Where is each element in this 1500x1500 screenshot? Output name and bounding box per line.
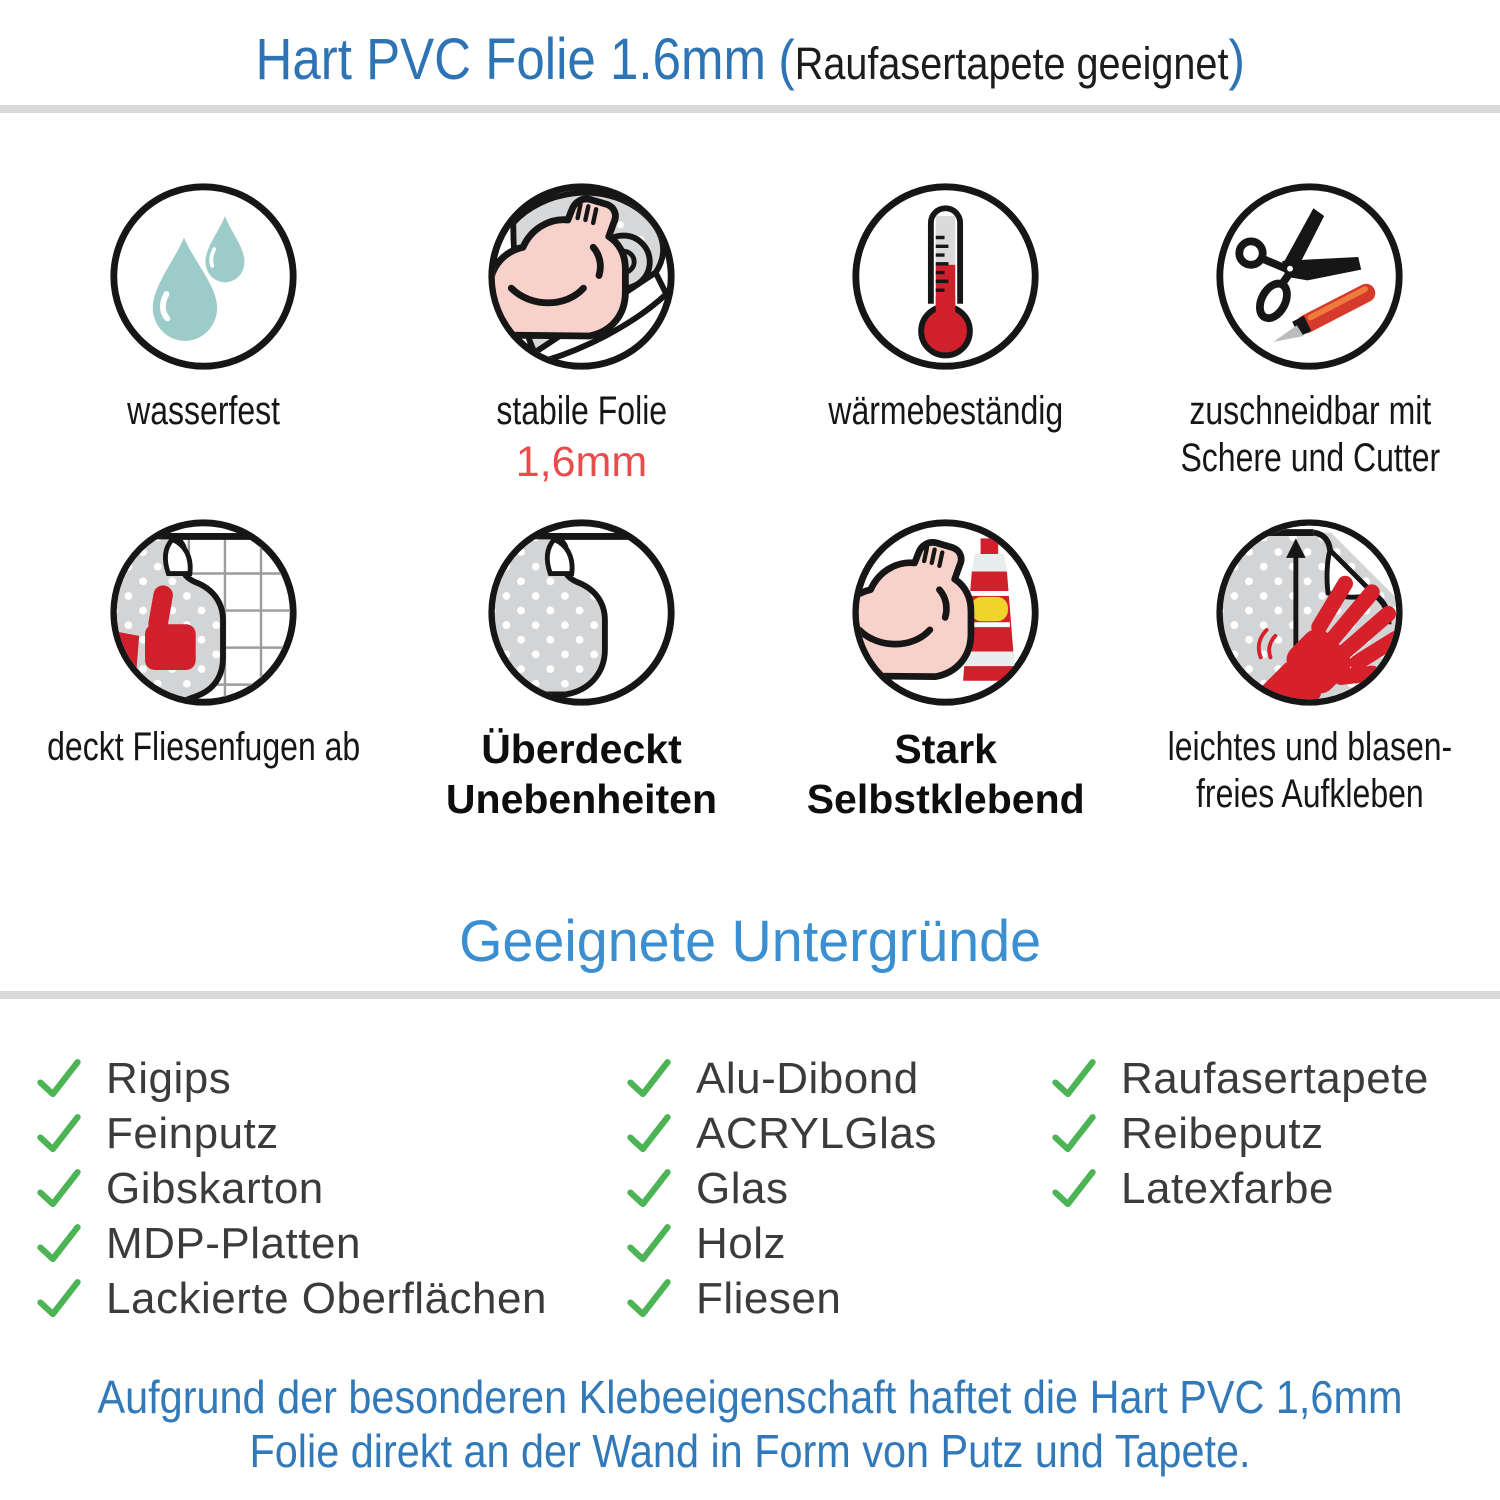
title-note: Raufasertapete geeignet xyxy=(794,38,1229,89)
check-icon xyxy=(37,1278,81,1317)
muscle-foil-icon xyxy=(488,183,675,370)
list-item: Gibskarton xyxy=(36,1161,626,1216)
header: Hart PVC Folie 1.6mm (Raufasertapete geei… xyxy=(0,0,1500,105)
list-item: Latexfarbe xyxy=(1051,1161,1500,1216)
divider-top xyxy=(0,105,1500,113)
feature-label: zuschneidbar mit xyxy=(1188,389,1431,433)
water-drops-icon xyxy=(110,183,297,370)
footer-line-1: Aufgrund der besonderen Klebeeigenschaft… xyxy=(97,1371,1403,1423)
list-item: Glas xyxy=(626,1161,1051,1216)
list-item: Holz xyxy=(626,1216,1051,1271)
feature-label: wasserfest xyxy=(127,389,281,433)
hand-smoothing-icon xyxy=(1216,519,1404,706)
list-item: Reibeputz xyxy=(1051,1106,1500,1161)
check-icon xyxy=(627,1113,671,1152)
check-icon xyxy=(37,1223,81,1262)
feature-heat-resistant: wärmebeständig xyxy=(764,179,1128,515)
check-icon xyxy=(1052,1058,1096,1097)
title-main: Hart PVC Folie 1.6mm xyxy=(255,27,766,92)
footer-note: Aufgrund der besonderen Klebeeigenschaft… xyxy=(0,1370,1500,1478)
surfaces-column-2: Alu-Dibond ACRYLGlas Glas Holz Fliesen xyxy=(626,1051,1051,1326)
check-icon xyxy=(1052,1113,1096,1152)
surfaces-heading: Geeignete Untergründe xyxy=(459,909,1041,974)
page-title: Hart PVC Folie 1.6mm (Raufasertapete geei… xyxy=(255,26,1244,93)
feature-label: Stark xyxy=(894,726,997,772)
list-item: Raufasertapete xyxy=(1051,1051,1500,1106)
foil-unevenness-icon xyxy=(488,519,675,706)
tile-joints-icon xyxy=(110,519,297,706)
feature-label: Überdeckt xyxy=(481,726,682,772)
list-item: Rigips xyxy=(36,1051,626,1106)
title-paren-open: ( xyxy=(778,28,795,91)
feature-waterproof: wasserfest xyxy=(8,179,399,515)
check-icon xyxy=(627,1278,671,1317)
feature-label: deckt Fliesenfugen ab xyxy=(47,725,361,769)
feature-stable-foil: stabile Folie 1,6mm xyxy=(399,179,763,515)
feature-covers-unevenness: Überdeckt Unebenheiten xyxy=(399,515,763,824)
muscle-glue-icon xyxy=(852,519,1039,706)
feature-cuttable: zuschneidbar mit Schere und Cutter xyxy=(1128,179,1492,515)
check-icon xyxy=(627,1058,671,1097)
list-item: Lackierte Oberflächen xyxy=(36,1271,626,1326)
list-item: Feinputz xyxy=(36,1106,626,1161)
feature-covers-tile-joints: deckt Fliesenfugen ab xyxy=(8,515,399,824)
surfaces-column-1: Rigips Feinputz Gibskarton MDP-Platten L… xyxy=(36,1051,626,1326)
list-item: Alu-Dibond xyxy=(626,1051,1051,1106)
check-icon xyxy=(37,1168,81,1207)
divider-middle xyxy=(0,991,1500,999)
list-item: Fliesen xyxy=(626,1271,1051,1326)
feature-grid: wasserfest xyxy=(0,113,1500,824)
check-icon xyxy=(627,1168,671,1207)
check-icon xyxy=(627,1223,671,1262)
check-icon xyxy=(37,1113,81,1152)
feature-self-adhesive: Stark Selbstklebend xyxy=(764,515,1128,824)
check-icon xyxy=(1052,1168,1096,1207)
title-paren-close: ) xyxy=(1228,28,1245,91)
feature-label: wärmebeständig xyxy=(828,389,1064,433)
list-item: ACRYLGlas xyxy=(626,1106,1051,1161)
feature-label: stabile Folie xyxy=(496,389,667,433)
surfaces-list: Rigips Feinputz Gibskarton MDP-Platten L… xyxy=(0,999,1500,1326)
footer-line-2: Folie direkt an der Wand in Form von Put… xyxy=(249,1425,1251,1477)
scissors-cutter-icon xyxy=(1216,183,1404,370)
thermometer-icon xyxy=(852,183,1039,370)
feature-label: leichtes und blasen- xyxy=(1167,725,1453,769)
feature-bubble-free: leichtes und blasen- freies Aufkleben xyxy=(1128,515,1492,824)
check-icon xyxy=(37,1058,81,1097)
thickness-value: 1,6mm xyxy=(515,438,648,486)
surfaces-column-3: Raufasertapete Reibeputz Latexfarbe xyxy=(1051,1051,1500,1326)
list-item: MDP-Platten xyxy=(36,1216,626,1271)
